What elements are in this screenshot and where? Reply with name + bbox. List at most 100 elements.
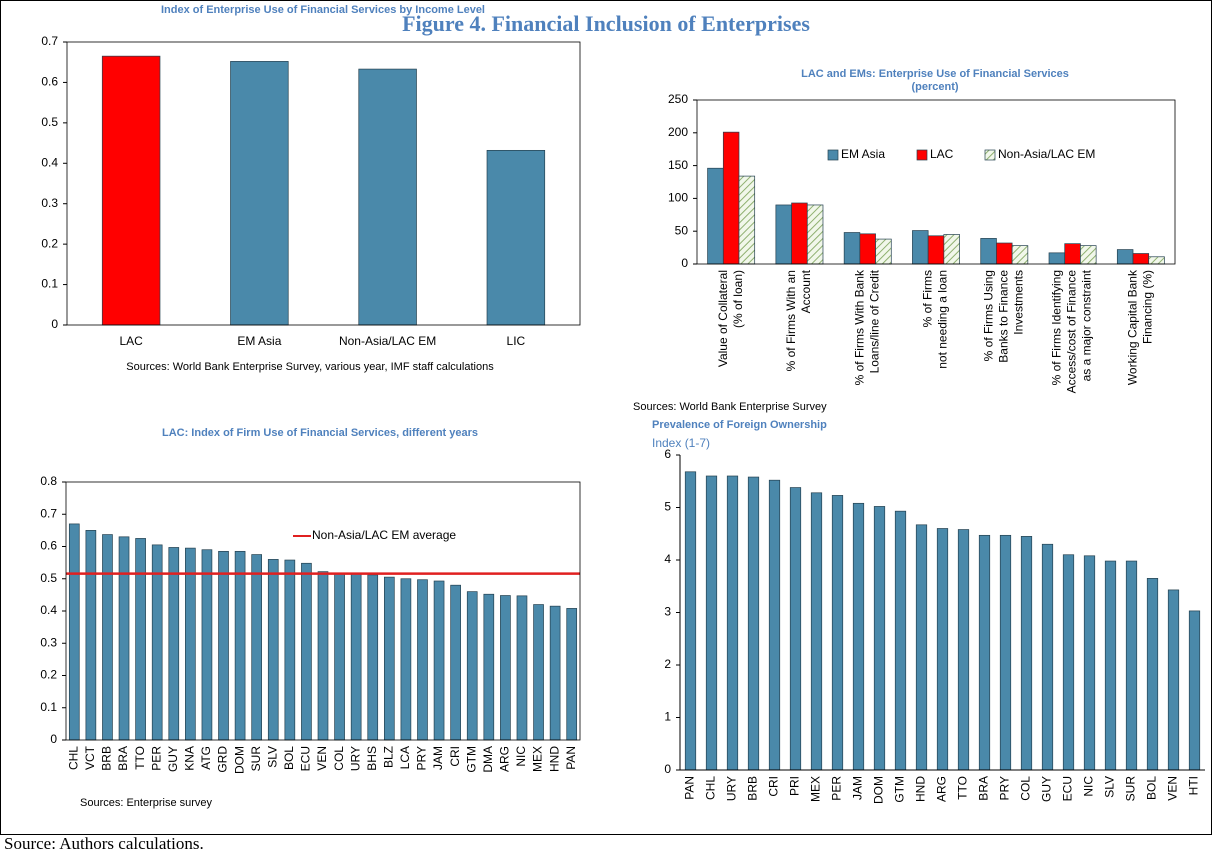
x-tick-label: PAN (564, 746, 578, 770)
bar (996, 242, 1013, 265)
x-tick-label: Value of Collateral (716, 270, 730, 367)
bar (1083, 555, 1096, 771)
legend-label: Non-Asia/LAC EM (998, 147, 1095, 161)
bar (1116, 249, 1134, 265)
x-tick-label: HND (547, 746, 561, 772)
x-tick-label: VEN (315, 746, 329, 771)
y-tick-label: 0.4 (40, 603, 57, 617)
bar (978, 534, 991, 771)
bar (1064, 243, 1081, 265)
x-tick-label: Investments (1011, 270, 1025, 335)
bar (775, 204, 792, 265)
bar (1188, 610, 1201, 771)
bar (1125, 560, 1138, 771)
y-tick-label: 5 (664, 500, 671, 514)
bar (400, 578, 412, 741)
chart-title: LAC: Index of Firm Use of Financial Serv… (162, 427, 478, 439)
x-tick-label: Access/cost of Finance (1065, 270, 1079, 394)
bar (284, 559, 296, 741)
x-tick-label: DOM (232, 746, 246, 774)
bar (1062, 554, 1075, 771)
legend-label: EM Asia (841, 147, 885, 161)
y-tick-label: 0.7 (40, 506, 57, 520)
x-tick-label: BOL (282, 746, 296, 770)
legend-label: LAC (930, 147, 954, 161)
bar (810, 492, 823, 771)
x-tick-label: % of Firms Using (981, 270, 995, 361)
y-tick-label: 0.2 (41, 236, 58, 250)
x-tick-label: BLZ (381, 746, 395, 768)
bar (317, 571, 329, 741)
y-tick-label: 3 (664, 605, 671, 619)
y-tick-label: 150 (668, 158, 688, 172)
x-tick-label: ECU (1061, 776, 1075, 801)
bar (859, 233, 876, 265)
chart-title: Index of Enterprise Use of Financial Ser… (161, 4, 485, 16)
y-tick-label: 6 (664, 447, 671, 461)
bar (915, 524, 928, 771)
x-tick-label: COL (332, 746, 346, 771)
bar (875, 238, 892, 265)
x-tick-label: LCA (398, 746, 412, 769)
legend-swatch (984, 149, 996, 161)
bar (852, 502, 865, 771)
x-tick-label: PRY (415, 746, 429, 770)
y-tick-label: 0 (51, 317, 58, 331)
bar (301, 562, 312, 741)
bar (566, 608, 578, 741)
bar (1148, 256, 1165, 265)
bar (722, 131, 740, 265)
x-tick-label: GRD (216, 746, 230, 773)
bar (251, 554, 263, 741)
x-tick-label: GUY (166, 746, 180, 772)
x-tick-label: PRI (788, 776, 802, 796)
legend-swatch (827, 149, 839, 161)
bar (549, 605, 561, 741)
bar (873, 506, 886, 771)
bar (894, 510, 907, 771)
y-tick-label: 0.1 (41, 277, 58, 291)
x-tick-label: EM Asia (237, 334, 281, 348)
bar (201, 549, 213, 741)
bar (831, 495, 844, 771)
x-tick-label: BRA (116, 746, 130, 771)
x-tick-label: BRB (100, 746, 114, 771)
x-tick-label: CHL (66, 746, 80, 770)
chart-note: Sources: World Bank Enterprise Survey (633, 401, 827, 413)
x-tick-label: TTO (133, 746, 147, 770)
bar (789, 487, 802, 771)
x-tick-label: ARG (935, 776, 949, 802)
bar (486, 149, 546, 326)
bar (367, 574, 379, 741)
bar (334, 572, 345, 741)
x-tick-label: HTI (1187, 776, 1201, 795)
bar (383, 576, 395, 741)
chart-title: LAC and EMs: Enterprise Use of Financial… (801, 68, 1069, 80)
bar (350, 573, 362, 741)
x-tick-label: KNA (183, 746, 197, 771)
bar (234, 550, 246, 741)
y-tick-label: 0.7 (41, 34, 58, 48)
x-tick-label: SUR (1124, 776, 1138, 802)
x-tick-label: GTM (893, 776, 907, 803)
x-tick-label: NIC (1082, 776, 1096, 797)
x-tick-label: % of Firms Identifying (1050, 270, 1064, 385)
bar (417, 579, 428, 741)
y-tick-label: 100 (668, 191, 688, 205)
bar (980, 238, 997, 265)
x-tick-label: PAN (683, 776, 697, 800)
x-tick-label: LAC (119, 334, 143, 348)
figure-source: Source: Authors calculations. (4, 834, 204, 853)
x-tick-label: VCT (83, 745, 97, 770)
bar (1080, 245, 1097, 265)
figure-title: Figure 4. Financial Inclusion of Enterpr… (402, 11, 810, 36)
bar (705, 475, 718, 771)
bar (684, 471, 697, 771)
x-tick-label: ARG (498, 746, 512, 772)
y-tick-label: 0 (681, 256, 688, 270)
x-tick-label: not needing a loan (936, 270, 950, 369)
y-tick-label: 0.1 (40, 700, 57, 714)
bar (912, 230, 929, 265)
bar (358, 68, 417, 326)
